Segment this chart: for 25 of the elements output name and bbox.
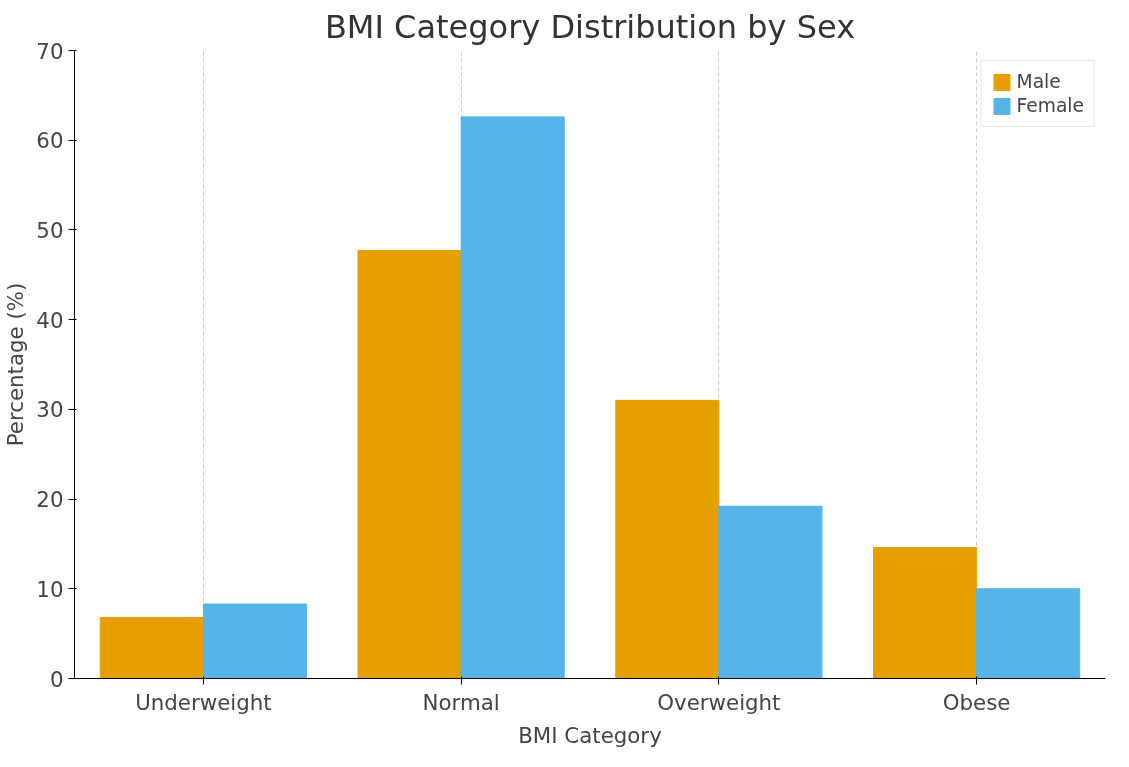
- y-tick-label: 40: [36, 307, 64, 333]
- y-tick-label: 60: [36, 128, 64, 154]
- bar: [460, 116, 565, 679]
- legend-label: Female: [1016, 95, 1084, 116]
- y-axis-title: Percentage (%): [3, 282, 29, 447]
- legend-label: Male: [1016, 71, 1061, 92]
- y-tick-label: 20: [36, 487, 64, 513]
- y-tick-label: 30: [36, 397, 64, 423]
- x-tick-label: Normal: [422, 689, 500, 715]
- bar: [873, 547, 978, 679]
- x-axis-title: BMI Category: [518, 722, 662, 748]
- y-tick-label: 0: [49, 666, 64, 692]
- x-tick-label: Overweight: [657, 689, 781, 715]
- y-tick-label: 10: [36, 576, 64, 602]
- bar: [718, 505, 823, 679]
- chart-title: BMI Category Distribution by Sex: [324, 7, 856, 46]
- bar: [99, 616, 204, 679]
- bar: [357, 250, 462, 679]
- y-tick-label: 70: [36, 38, 64, 64]
- bar: [202, 603, 307, 679]
- x-tick-label: Obese: [942, 689, 1011, 715]
- y-tick-label: 50: [36, 217, 64, 243]
- bar: [615, 399, 720, 679]
- bar: [976, 588, 1081, 679]
- x-tick-label: Underweight: [135, 689, 272, 715]
